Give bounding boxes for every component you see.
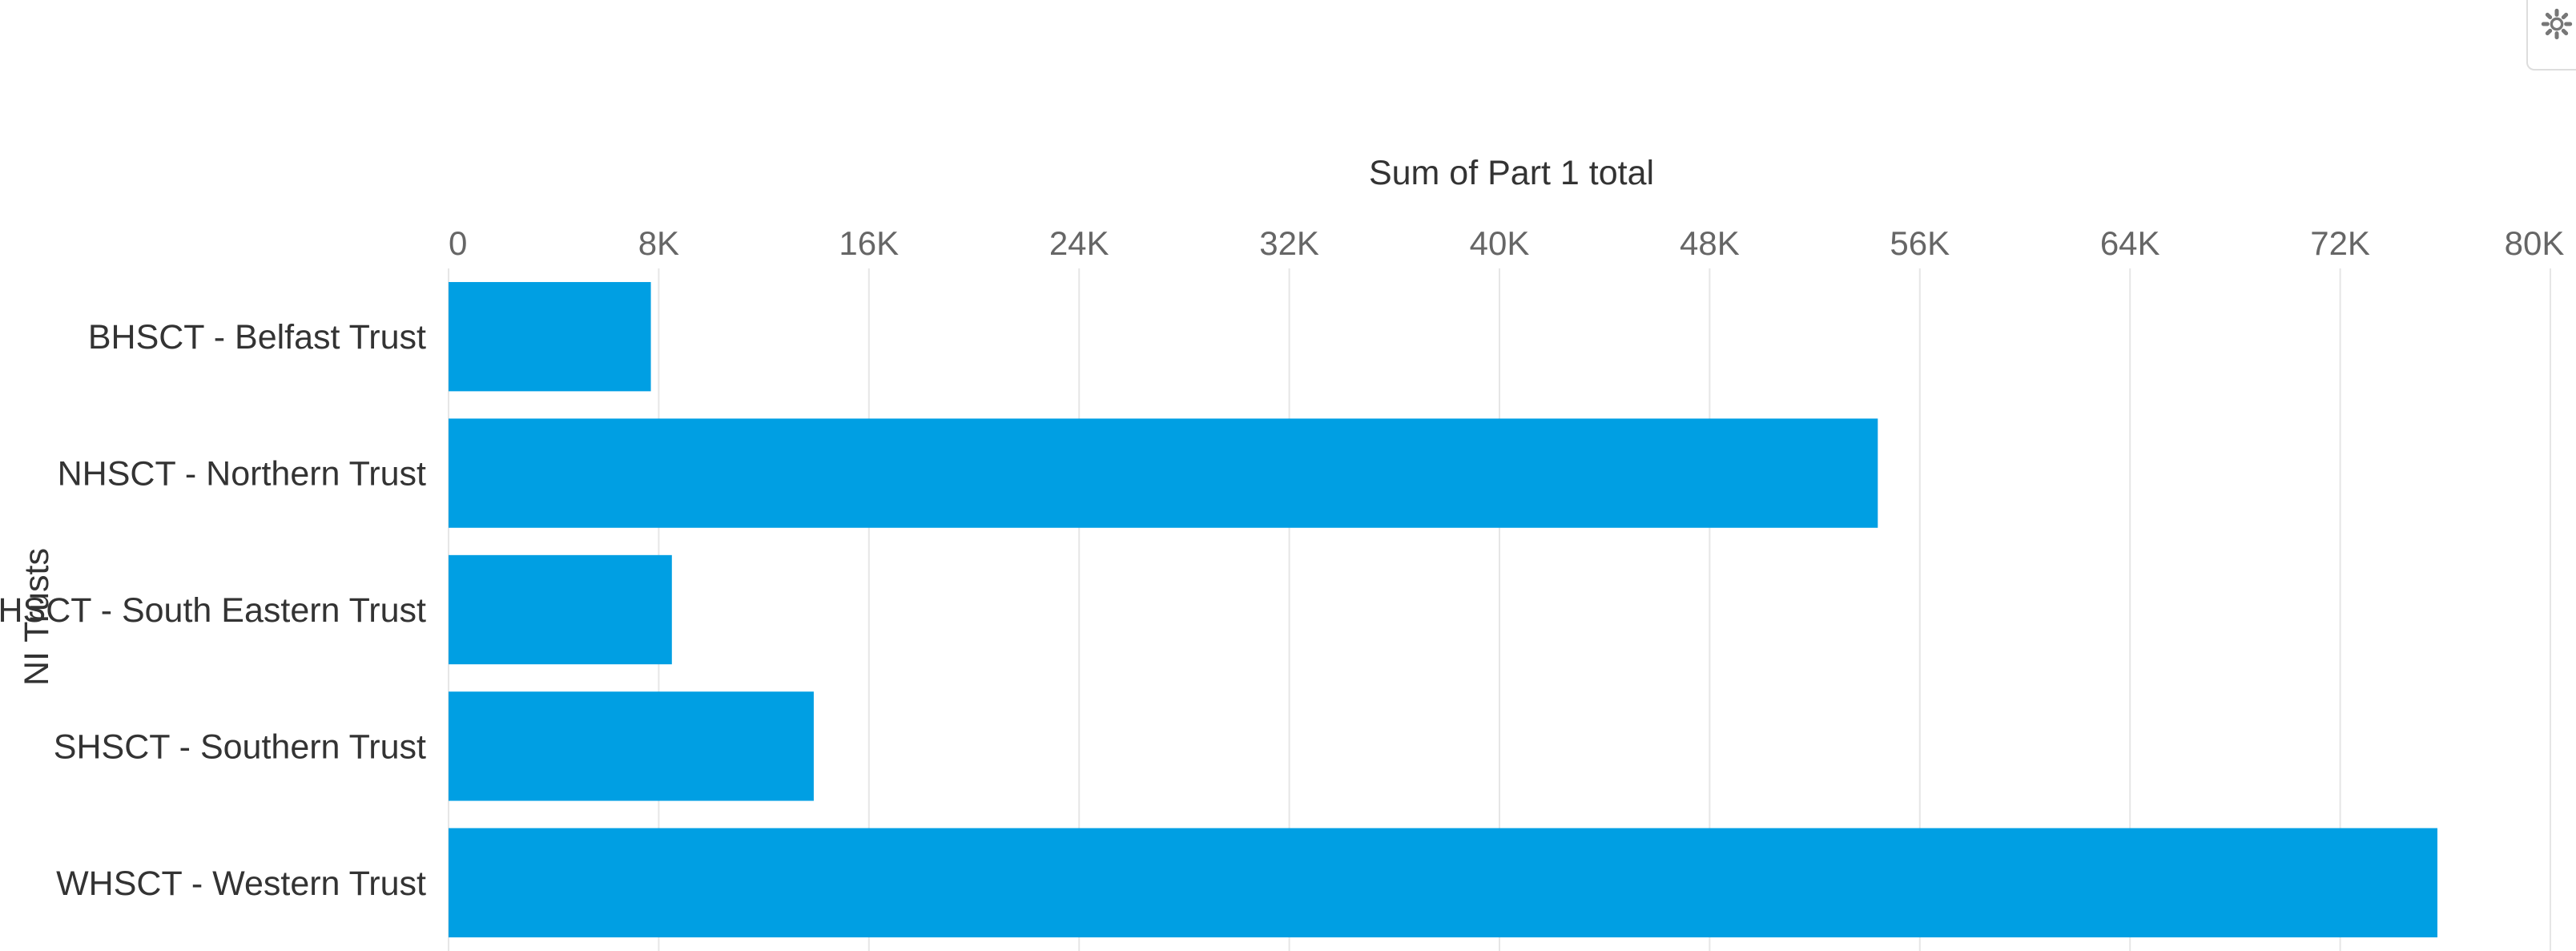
category-label: SHSCT - Southern Trust (54, 727, 426, 766)
bar[interactable] (449, 691, 814, 801)
x-tick-label: 32K (1259, 224, 1319, 262)
settings-button[interactable] (2526, 0, 2576, 71)
x-axis-title: Sum of Part 1 total (1369, 154, 1654, 192)
bar[interactable] (449, 418, 1878, 528)
bar[interactable] (449, 554, 672, 665)
bar[interactable] (449, 282, 651, 392)
category-label: SEHSCT - South Eastern Trust (0, 591, 426, 630)
category-label: BHSCT - Belfast Trust (88, 318, 426, 357)
x-tick-label: 40K (1470, 224, 1530, 262)
bar[interactable] (449, 828, 2437, 937)
x-tick-label: 80K (2505, 224, 2565, 262)
x-axis-ticks: 0 8K 16K 24K 32K 40K 48K 56K 64K 72K 80K (449, 224, 2564, 262)
x-tick-label: 48K (1680, 224, 1740, 262)
gear-icon (2541, 8, 2573, 40)
bars (449, 282, 2437, 937)
category-label: WHSCT - Western Trust (56, 864, 426, 903)
y-axis-title: NI Trusts (18, 548, 56, 686)
category-label: NHSCT - Northern Trust (58, 455, 426, 494)
x-tick-label: 24K (1049, 224, 1109, 262)
x-tick-label: 16K (839, 224, 899, 262)
x-tick-label: 56K (1890, 224, 1950, 262)
x-tick-label: 0 (449, 224, 467, 262)
x-tick-label: 8K (638, 224, 679, 262)
x-tick-label: 64K (2100, 224, 2160, 262)
x-tick-label: 72K (2310, 224, 2370, 262)
y-axis-categories: BHSCT - Belfast Trust NHSCT - Northern Tr… (0, 318, 426, 903)
